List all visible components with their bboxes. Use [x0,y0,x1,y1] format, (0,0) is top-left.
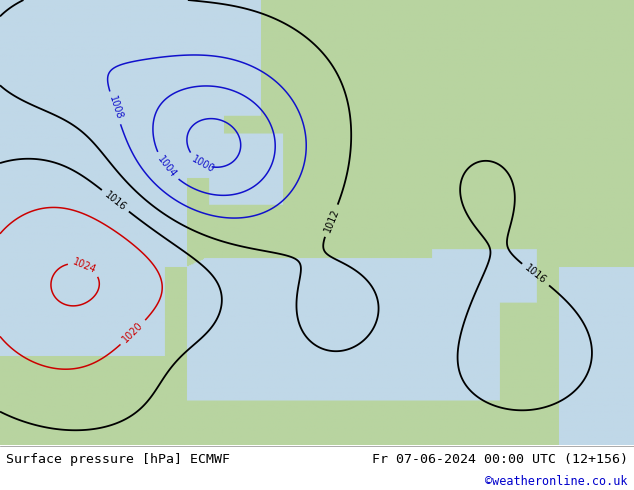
Text: 1004: 1004 [155,154,178,179]
Text: 1024: 1024 [72,256,98,275]
Text: 1016: 1016 [103,189,128,212]
Text: Surface pressure [hPa] ECMWF: Surface pressure [hPa] ECMWF [6,453,230,466]
Text: 1008: 1008 [107,95,124,121]
Text: Fr 07-06-2024 00:00 UTC (12+156): Fr 07-06-2024 00:00 UTC (12+156) [372,453,628,466]
Text: 1000: 1000 [190,154,216,174]
Text: 1020: 1020 [121,320,145,345]
Text: 1016: 1016 [523,263,548,286]
Text: ©weatheronline.co.uk: ©weatheronline.co.uk [485,475,628,489]
Text: 1012: 1012 [322,207,340,234]
